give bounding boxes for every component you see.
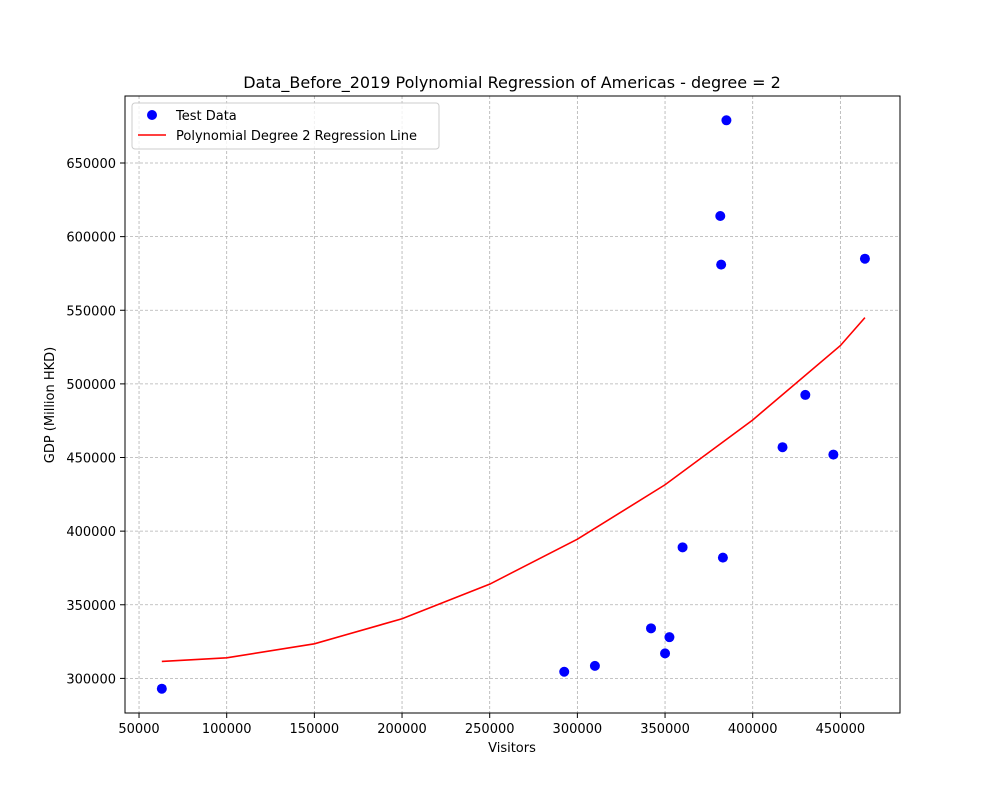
- legend-box: [131, 102, 440, 150]
- scatter-point: [717, 552, 728, 563]
- scatter-point: [721, 115, 732, 126]
- y-tick-label: 300000: [66, 672, 116, 687]
- y-tick-label: 350000: [66, 599, 116, 614]
- x-tick-label: 450000: [816, 722, 866, 737]
- scatter-point: [777, 442, 788, 453]
- scatter-point: [589, 660, 600, 671]
- legend: Test Data Polynomial Degree 2 Regression…: [131, 102, 440, 150]
- scatter-point: [660, 648, 671, 659]
- chart-title: Data_Before_2019 Polynomial Regression o…: [243, 73, 781, 93]
- y-tick-label: 400000: [66, 525, 116, 540]
- x-tick-label: 250000: [465, 722, 515, 737]
- scatter-point: [716, 259, 727, 270]
- scatter-point: [646, 623, 657, 634]
- regression-line: [161, 317, 866, 663]
- y-tick-label: 450000: [66, 452, 116, 467]
- scatter-point: [156, 683, 167, 694]
- x-tick-label: 300000: [553, 722, 603, 737]
- legend-label-regression-line: Polynomial Degree 2 Regression Line: [176, 129, 417, 144]
- y-tick-label: 550000: [66, 304, 116, 319]
- scatter-point: [800, 389, 811, 400]
- scatter-points-layer: [156, 115, 870, 694]
- legend-label-test-data: Test Data: [175, 109, 237, 124]
- x-tick-label: 100000: [202, 722, 252, 737]
- scatter-point: [677, 542, 688, 553]
- scatter-point: [828, 449, 839, 460]
- plot-frame: [124, 95, 901, 714]
- scatter-point: [859, 253, 870, 264]
- y-tick-label: 500000: [66, 378, 116, 393]
- x-tick-label: 200000: [377, 722, 427, 737]
- x-axis-label: Visitors: [488, 741, 536, 756]
- x-tick-label: 150000: [290, 722, 340, 737]
- axis-ticks: 50000 100000 150000 200000 250000 300000 35000…: [66, 157, 865, 737]
- grid-lines: [125, 96, 900, 713]
- scatter-point: [664, 632, 675, 643]
- scatter-point: [715, 211, 726, 222]
- y-axis-label: GDP (Million HKD): [43, 347, 58, 464]
- regression-line-layer: [161, 317, 866, 663]
- scatter-point: [559, 666, 570, 677]
- x-tick-label: 50000: [118, 722, 159, 737]
- y-tick-label: 650000: [66, 157, 116, 172]
- x-tick-label: 400000: [728, 722, 778, 737]
- y-tick-label: 600000: [66, 231, 116, 246]
- legend-marker-test-data: [147, 110, 157, 120]
- x-tick-label: 350000: [640, 722, 690, 737]
